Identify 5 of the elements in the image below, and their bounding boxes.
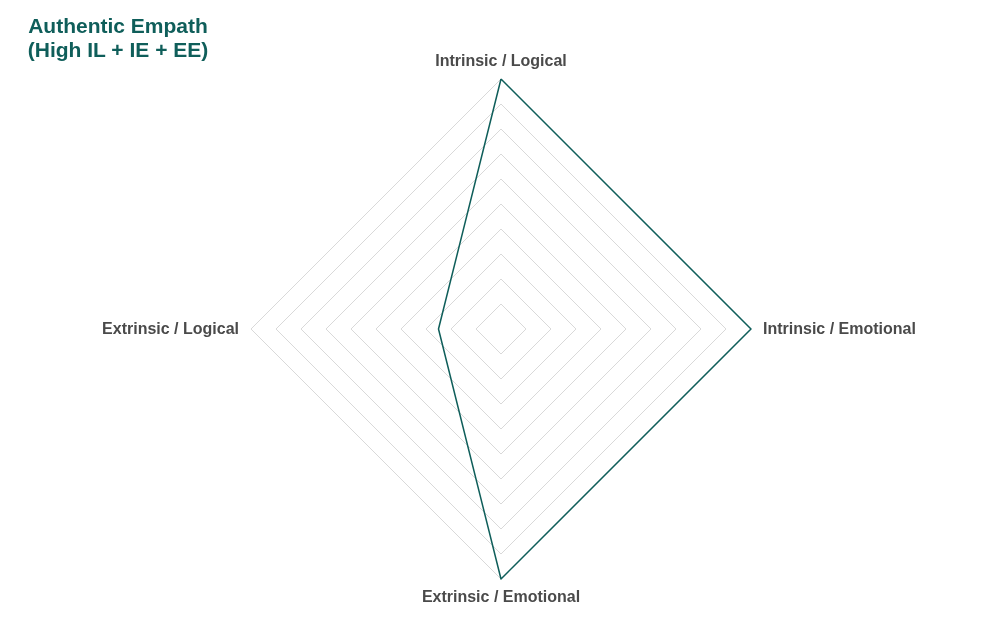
chart-title: Authentic Empath (High IL + IE + EE) — [27, 14, 209, 61]
spoke-label: Intrinsic / Logical — [435, 52, 567, 69]
spoke-label: Extrinsic / Logical — [102, 320, 239, 337]
spoke-label: Intrinsic / Emotional — [763, 320, 916, 337]
spoke-label: Extrinsic / Emotional — [421, 588, 581, 605]
